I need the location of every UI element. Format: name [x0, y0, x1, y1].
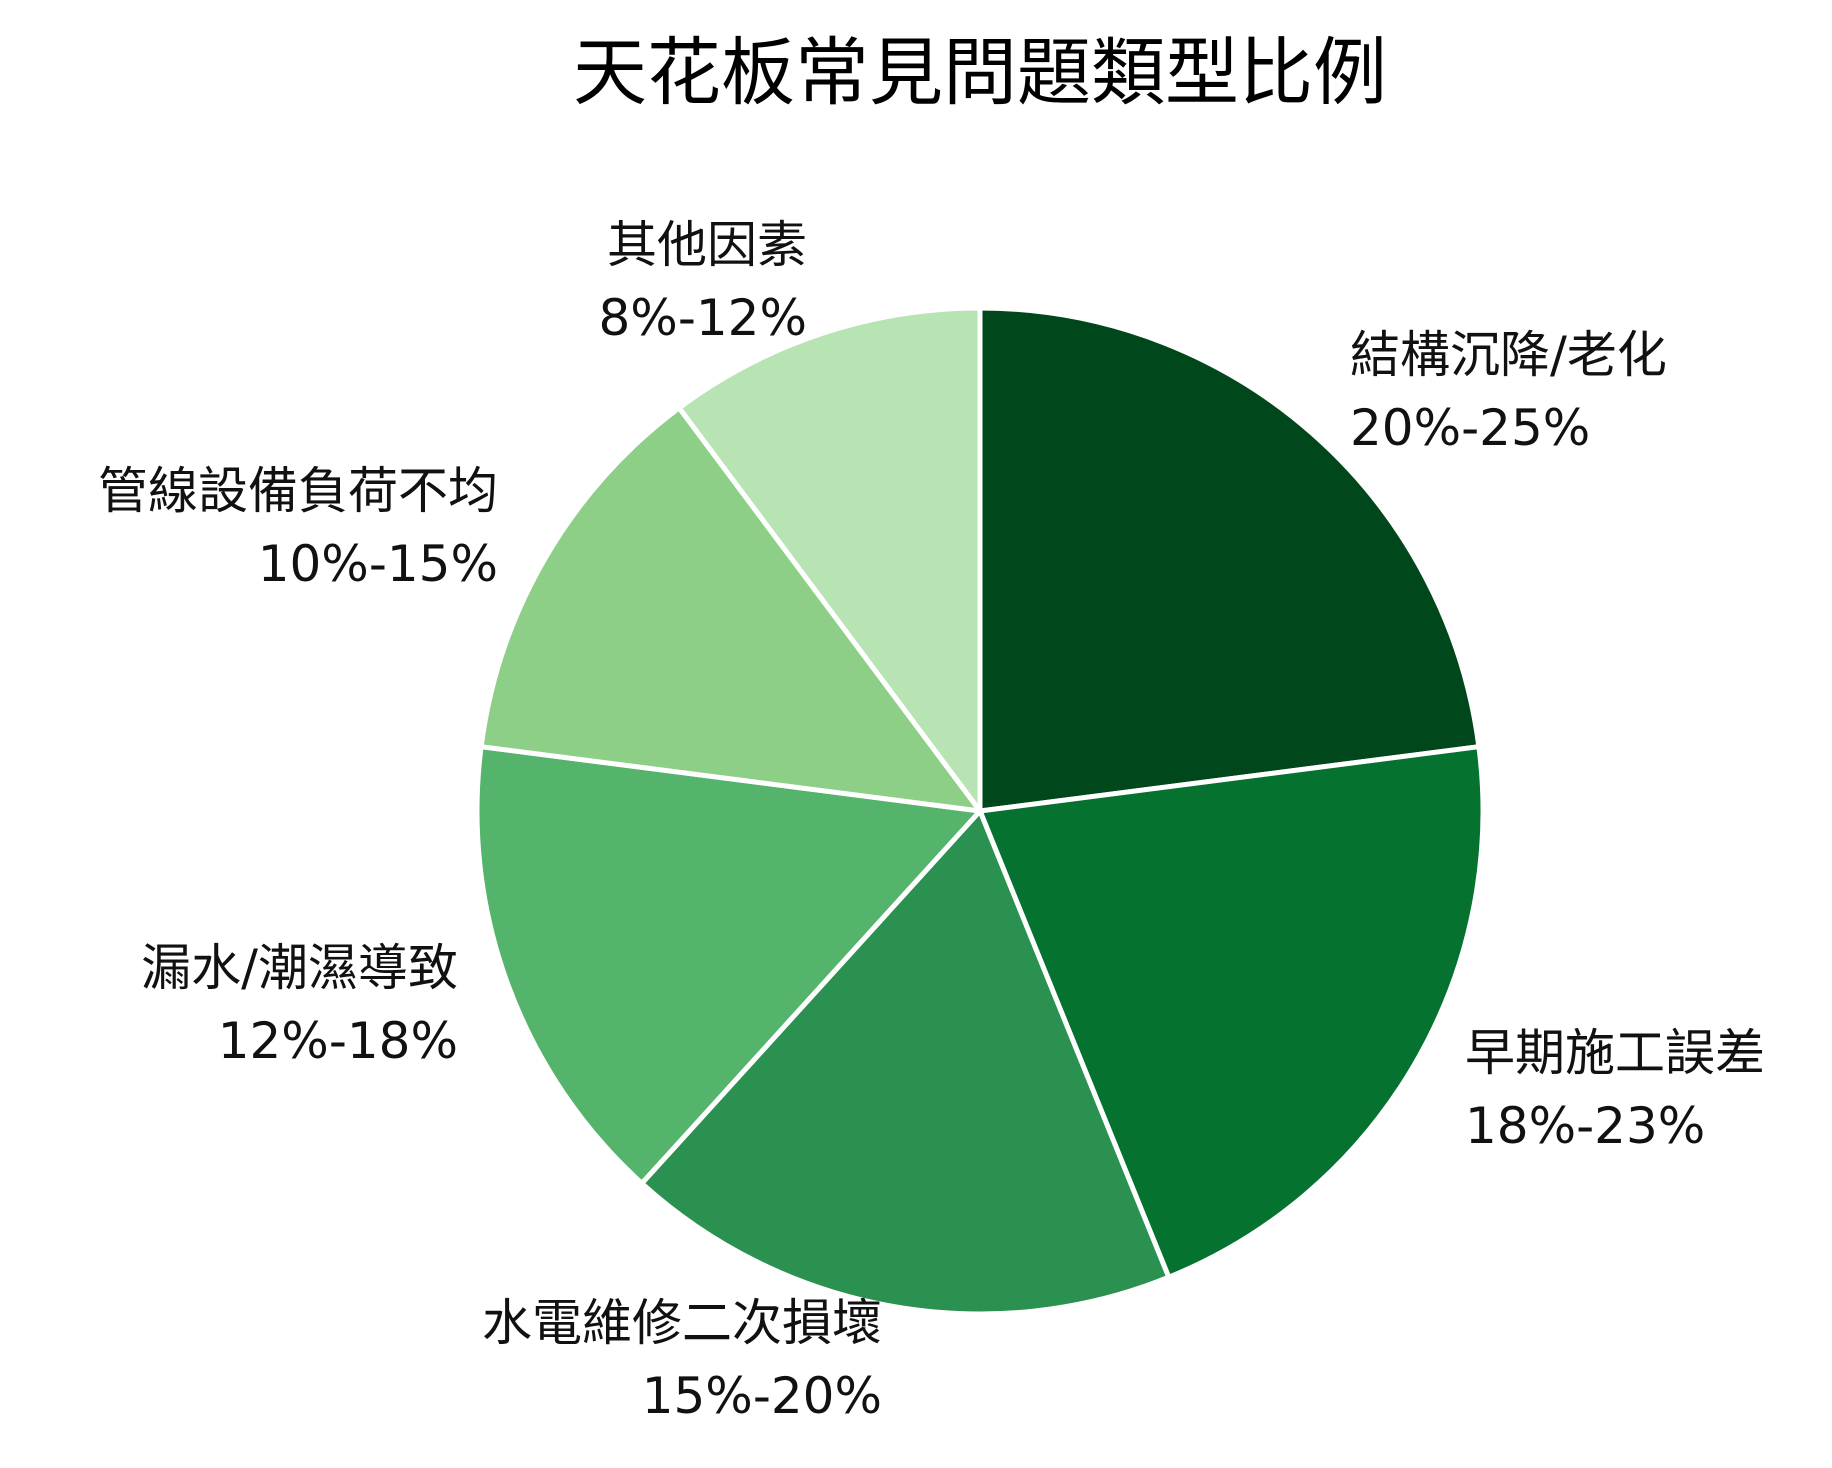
pie-slice-5 — [478, 405, 983, 814]
pie-slice-1 — [977, 305, 1482, 814]
slice-category-label: 管線設備負荷不均 — [98, 462, 498, 520]
pie-slice-3 — [639, 808, 1172, 1317]
slice-category-label: 漏水/潮濕導致 — [141, 939, 458, 997]
slice-range-label: 20%-25% — [1350, 399, 1590, 457]
slice-category-label: 其他因素 — [607, 216, 807, 274]
pie-slice-2 — [977, 744, 1486, 1280]
pie-slices — [474, 305, 1486, 1317]
pie-labels: 結構沉降/老化 20%-25% 早期施工誤差 18%-23% 水電維修二次損壞 15%-2… — [98, 216, 1765, 1425]
slice-range-label: 12%-18% — [218, 1012, 458, 1070]
slice-range-label: 15%-20% — [642, 1367, 882, 1425]
slice-category-label: 結構沉降/老化 — [1350, 326, 1667, 384]
slice-range-label: 10%-15% — [258, 535, 498, 593]
slice-category-label: 早期施工誤差 — [1465, 1024, 1765, 1082]
slice-range-label: 8%-12% — [599, 289, 808, 347]
slice-range-label: 18%-23% — [1465, 1097, 1705, 1155]
slice-category-label: 水電維修二次損壞 — [482, 1294, 882, 1352]
pie-slice-4 — [474, 744, 983, 1186]
pie-slice-6 — [676, 305, 983, 814]
chart-title: 天花板常見問題類型比例 — [573, 30, 1387, 116]
